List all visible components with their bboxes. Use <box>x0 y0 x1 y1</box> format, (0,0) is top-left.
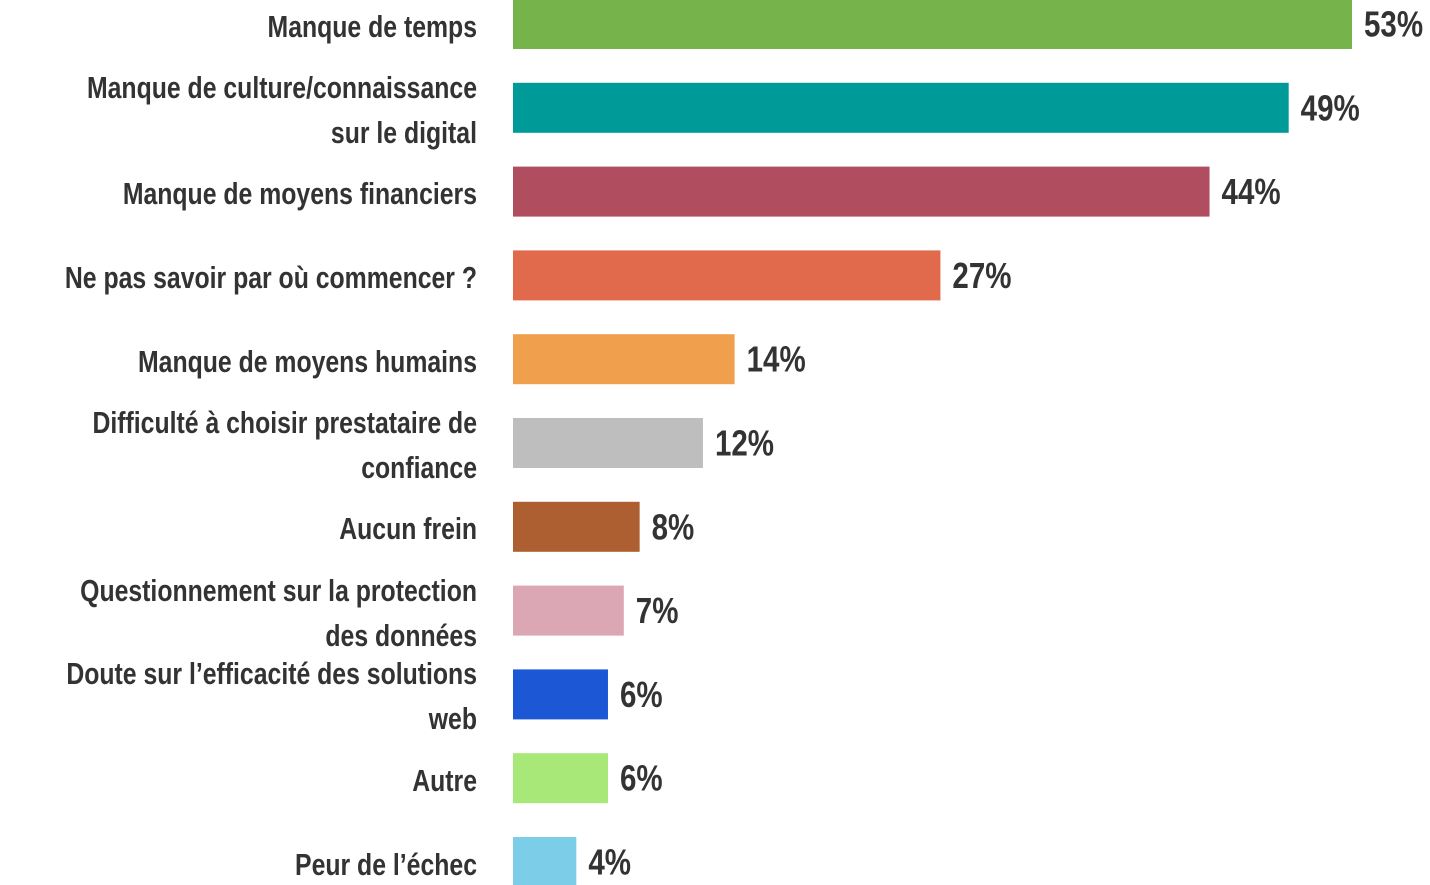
value-label: 44% <box>1222 171 1281 211</box>
category-label: Difficulté à choisir prestataire de conf… <box>92 405 477 485</box>
value-label: 7% <box>636 590 679 630</box>
value-label: 6% <box>620 758 663 798</box>
bar <box>513 250 941 301</box>
category-label: Aucun frein <box>339 511 477 547</box>
value-label: 49% <box>1301 87 1360 127</box>
value-label: 6% <box>620 674 663 714</box>
category-label: Questionnement sur la protection des don… <box>80 572 477 653</box>
value-label: 27% <box>952 255 1011 295</box>
bar <box>513 0 1352 49</box>
bar <box>513 82 1289 133</box>
category-label: Ne pas savoir par où commencer ? <box>64 259 477 295</box>
category-label: Doute sur l’efficacité des solutions web <box>66 656 477 737</box>
category-label: Manque de culture/connaissance sur le di… <box>86 69 477 150</box>
bar <box>513 753 608 804</box>
bar <box>513 585 624 636</box>
category-label: Manque de temps <box>267 8 477 44</box>
bar <box>513 837 577 885</box>
value-label: 53% <box>1364 4 1423 44</box>
bar <box>513 418 703 468</box>
category-label: Autre <box>412 762 477 798</box>
category-label: Manque de moyens financiers <box>122 176 477 212</box>
value-label: 8% <box>652 506 695 546</box>
category-label: Peur de l’échec <box>295 846 477 882</box>
bar <box>513 669 608 720</box>
value-label: 12% <box>715 423 774 463</box>
bar <box>513 334 735 385</box>
value-label: 14% <box>747 339 806 379</box>
bar <box>513 166 1210 217</box>
value-label: 4% <box>588 842 631 882</box>
category-label: Manque de moyens humains <box>137 343 478 379</box>
bar <box>513 501 640 552</box>
